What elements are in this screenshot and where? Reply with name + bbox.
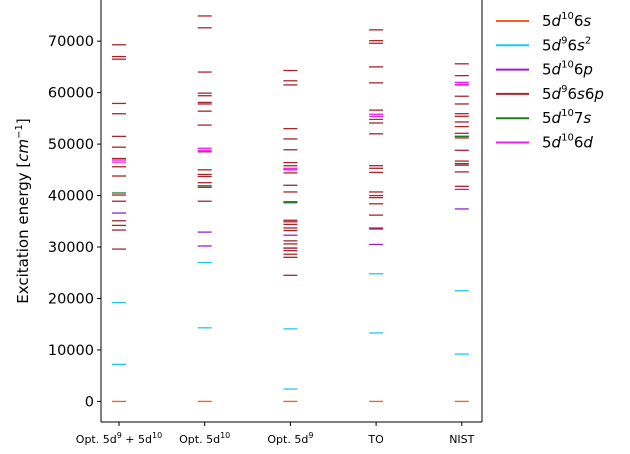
- x-tick-label: Opt. 5d9: [267, 431, 313, 446]
- plot-area: [101, 0, 482, 422]
- axes-frame: [100, 0, 483, 423]
- y-axis-label-unit: cm: [14, 139, 32, 162]
- legend-item: 5d106s: [496, 11, 591, 30]
- legend-label: 5d106p: [542, 60, 593, 79]
- legend-label: 5d106d: [542, 133, 593, 152]
- level-marks: [112, 15, 469, 403]
- y-tick-label: 0: [85, 394, 94, 410]
- legend-item: 5d107s: [496, 108, 591, 127]
- x-tick-label: NIST: [449, 433, 474, 446]
- y-tick-label: 30000: [48, 240, 94, 256]
- y-tick-label: 70000: [48, 34, 94, 50]
- y-axis-label: Excitation energy [cm−1]: [14, 118, 32, 303]
- legend: 5d106s 5d96s2 5d106p 5d96s6p 5d107s 5d106d: [496, 11, 604, 152]
- y-tick-label: 20000: [48, 291, 94, 307]
- y-tick-label: 60000: [48, 86, 94, 102]
- x-axis-ticks: Opt. 5d9 + 5d10 Opt. 5d10 Opt. 5d9 TO NIST: [76, 422, 475, 446]
- y-axis-label-base: Excitation energy [: [14, 162, 32, 304]
- x-tick-label: TO: [367, 433, 384, 446]
- legend-item: 5d106p: [496, 60, 593, 79]
- y-tick-label: 10000: [48, 343, 94, 359]
- legend-label: 5d96s6p: [542, 84, 604, 103]
- y-axis-ticks: 0 10000 20000 30000 40000 50000 60000 70000: [48, 34, 101, 410]
- y-tick-label: 40000: [48, 189, 94, 205]
- legend-label: 5d96s2: [542, 35, 591, 54]
- x-tick-label: Opt. 5d9 + 5d10: [76, 431, 162, 446]
- x-tick-label: Opt. 5d10: [179, 431, 230, 446]
- legend-item: 5d96s2: [496, 35, 591, 54]
- legend-item: 5d106d: [496, 133, 593, 152]
- legend-label: 5d106s: [542, 11, 591, 30]
- legend-label: 5d107s: [542, 108, 591, 127]
- y-tick-label: 50000: [48, 137, 94, 153]
- legend-item: 5d96s6p: [496, 84, 604, 103]
- y-axis-label-close: ]: [14, 118, 32, 124]
- y-axis-label-exponent: −1: [14, 124, 25, 139]
